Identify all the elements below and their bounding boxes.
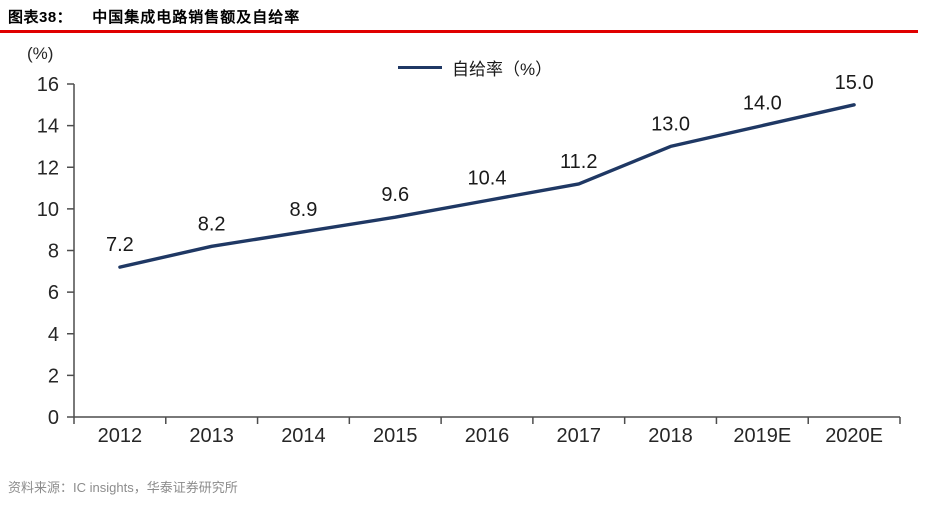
svg-text:12: 12 — [37, 157, 59, 179]
figure-label: 图表38： — [8, 9, 73, 26]
chart-title: 中国集成电路销售额及自给率 — [92, 9, 301, 26]
title-underline-rule — [0, 30, 918, 33]
svg-text:6: 6 — [48, 282, 59, 304]
x-tick-labels: 2012 2013 2014 2015 2016 2017 2018 2019E 2020E — [98, 425, 883, 447]
svg-text:13.0: 13.0 — [651, 113, 690, 135]
svg-text:15.0: 15.0 — [835, 72, 874, 94]
svg-text:2019E: 2019E — [733, 425, 791, 447]
svg-text:2018: 2018 — [648, 425, 693, 447]
svg-text:2020E: 2020E — [825, 425, 883, 447]
svg-text:2017: 2017 — [557, 425, 602, 447]
svg-text:14: 14 — [37, 116, 59, 138]
svg-text:2014: 2014 — [281, 425, 326, 447]
svg-text:8: 8 — [48, 241, 59, 263]
chart-legend: 自给率（%） — [398, 55, 552, 80]
y-axis-unit-label: (%) — [27, 44, 54, 63]
svg-text:2: 2 — [48, 365, 59, 387]
svg-text:10: 10 — [37, 199, 59, 221]
svg-text:7.2: 7.2 — [106, 234, 134, 256]
svg-text:8.2: 8.2 — [198, 213, 226, 235]
svg-text:2016: 2016 — [465, 425, 510, 447]
axes — [67, 83, 901, 424]
legend-line-swatch — [398, 66, 442, 69]
svg-text:10.4: 10.4 — [468, 168, 507, 190]
source-note: 资料来源：IC insights，华泰证券研究所 — [8, 480, 238, 495]
svg-text:9.6: 9.6 — [381, 184, 409, 206]
svg-text:2015: 2015 — [373, 425, 418, 447]
svg-text:14.0: 14.0 — [743, 93, 782, 115]
svg-text:2013: 2013 — [189, 425, 234, 447]
svg-text:8.9: 8.9 — [290, 199, 318, 221]
svg-text:2012: 2012 — [98, 425, 143, 447]
y-tick-labels: 0 2 4 6 8 10 12 14 16 — [37, 74, 59, 429]
data-labels: 7.2 8.2 8.9 9.6 10.4 11.2 13.0 14.0 15.0 — [106, 72, 874, 256]
svg-text:4: 4 — [48, 324, 59, 346]
series-line — [118, 103, 856, 269]
svg-text:0: 0 — [48, 407, 59, 429]
chart-header: 图表38： 中国集成电路销售额及自给率 — [8, 6, 300, 27]
svg-text:11.2: 11.2 — [560, 151, 597, 173]
legend-series-label: 自给率（%） — [452, 60, 553, 79]
svg-text:16: 16 — [37, 74, 59, 96]
